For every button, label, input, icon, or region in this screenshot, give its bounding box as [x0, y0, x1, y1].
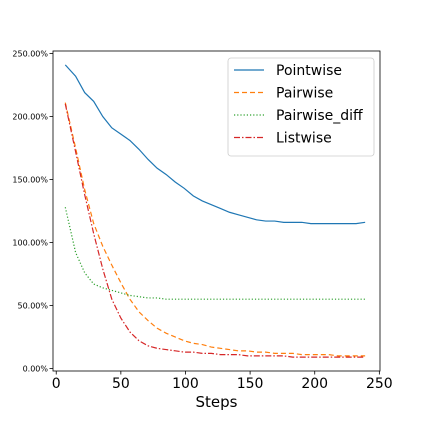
legend: Pointwise Pairwise Pairwise_diff Listwise — [227, 57, 375, 157]
x-tick-label: 200 — [301, 376, 328, 392]
x-tick-label: 150 — [237, 376, 264, 392]
legend-label: Pairwise — [276, 86, 333, 102]
series-line-listwise — [64, 103, 366, 358]
series-line-pairwise — [64, 102, 366, 357]
x-tick-label: 250 — [366, 376, 393, 392]
x-axis-label: Steps — [196, 393, 238, 411]
x-tick-label: 0 — [52, 376, 61, 392]
legend-box — [227, 57, 375, 157]
legend-label: Listwise — [276, 131, 332, 147]
y-tick-label: 100.00% — [12, 238, 48, 247]
y-tick-label: 250.00% — [12, 50, 48, 59]
series-line-pointwise — [64, 64, 366, 225]
legend-label: Pointwise — [276, 63, 342, 79]
plot-area-frame — [52, 50, 381, 372]
series-line-pairwise-diff — [64, 207, 366, 300]
y-tick-label: 150.00% — [12, 176, 48, 185]
y-tick-label: 50.00% — [17, 301, 48, 310]
x-tick-label: 100 — [172, 376, 199, 392]
legend-label: Pairwise_diff — [276, 108, 363, 124]
y-tick-label: 200.00% — [12, 113, 48, 122]
y-tick-label: 0.00% — [23, 364, 49, 373]
x-tick-label: 50 — [112, 376, 130, 392]
